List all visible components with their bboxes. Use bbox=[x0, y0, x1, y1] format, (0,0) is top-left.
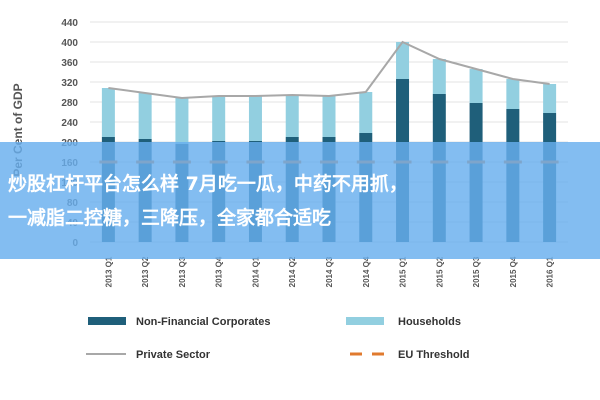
banner-line-2: 一减脂二控糖，三降压，全家都合适吃 bbox=[8, 206, 332, 229]
bar-households bbox=[285, 95, 299, 137]
bar-households bbox=[359, 92, 373, 133]
y-tick-label: 440 bbox=[61, 18, 78, 29]
x-tick-label: 2014 Q4 bbox=[362, 256, 371, 287]
y-tick-label: 400 bbox=[61, 38, 78, 49]
x-tick-label: 2014 Q1 bbox=[251, 256, 260, 287]
x-tick-label: 2013 Q4 bbox=[215, 256, 224, 287]
private-sector-line bbox=[108, 40, 550, 100]
x-tick-label: 2015 Q2 bbox=[435, 256, 444, 287]
bar-households bbox=[101, 88, 115, 137]
x-tick-label: 2015 Q4 bbox=[509, 256, 518, 287]
x-tick-label: 2013 Q3 bbox=[178, 256, 187, 287]
private-sector-series-line bbox=[108, 40, 550, 100]
x-tick-label: 2015 Q1 bbox=[399, 256, 408, 287]
bar-households bbox=[396, 42, 410, 79]
x-tick-label: 2015 Q3 bbox=[472, 256, 481, 287]
y-tick-label: 320 bbox=[61, 78, 78, 89]
bar-households bbox=[432, 59, 446, 94]
legend-label-households: Households bbox=[398, 316, 461, 328]
y-tick-label: 240 bbox=[61, 118, 78, 129]
bar-households bbox=[248, 96, 262, 141]
bar-households bbox=[212, 96, 226, 141]
bar-households bbox=[322, 96, 336, 137]
x-tick-label: 2016 Q1 bbox=[546, 256, 555, 287]
x-tick-label: 2013 Q2 bbox=[141, 256, 150, 287]
legend-label-eu-threshold: EU Threshold bbox=[398, 349, 470, 361]
y-tick-label: 360 bbox=[61, 58, 78, 69]
legend-swatch-households bbox=[346, 317, 384, 325]
legend-swatch-non-financial bbox=[88, 317, 126, 325]
x-tick-label: 2014 Q2 bbox=[288, 256, 297, 287]
bar-households bbox=[175, 98, 189, 144]
bar-households bbox=[469, 69, 483, 103]
banner-line-1: 炒股杠杆平台怎么样 7月吃一瓜，中药不用抓， bbox=[8, 172, 408, 195]
legend-label-private-sector: Private Sector bbox=[136, 349, 211, 361]
overlay-banner[interactable]: 炒股杠杆平台怎么样 7月吃一瓜，中药不用抓， 一减脂二控糖，三降压，全家都合适吃 bbox=[0, 142, 600, 259]
legend: Non-Financial Corporates Households Priv… bbox=[86, 316, 470, 361]
x-tick-label: 2013 Q1 bbox=[104, 256, 113, 287]
bar-households bbox=[506, 79, 520, 109]
x-axis-ticks: 2013 Q1 2013 Q2 2013 Q3 2013 Q4 2014 Q1 2014 … bbox=[104, 256, 554, 287]
bar-households bbox=[138, 93, 152, 139]
legend-label-non-financial: Non-Financial Corporates bbox=[136, 316, 270, 328]
x-tick-label: 2014 Q3 bbox=[325, 256, 334, 287]
bar-households bbox=[543, 84, 557, 113]
y-tick-label: 280 bbox=[61, 98, 78, 109]
